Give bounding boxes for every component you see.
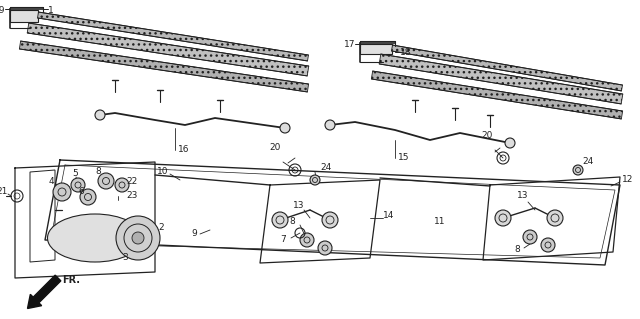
Ellipse shape: [47, 214, 143, 262]
Polygon shape: [38, 12, 308, 61]
Text: 10: 10: [157, 167, 168, 176]
Text: 3: 3: [122, 254, 128, 263]
Text: 23: 23: [126, 190, 138, 199]
Text: 21: 21: [0, 188, 8, 197]
Text: 6: 6: [78, 188, 84, 197]
Circle shape: [280, 123, 290, 133]
Polygon shape: [392, 45, 623, 91]
Circle shape: [325, 120, 335, 130]
Circle shape: [547, 210, 563, 226]
Text: 11: 11: [435, 218, 445, 226]
Text: 12: 12: [622, 175, 634, 184]
Circle shape: [495, 210, 511, 226]
Text: 24: 24: [582, 158, 593, 167]
Text: 13: 13: [516, 191, 528, 201]
Polygon shape: [379, 54, 623, 104]
Circle shape: [116, 216, 160, 260]
Text: 8: 8: [95, 167, 101, 176]
Circle shape: [71, 178, 85, 192]
Circle shape: [318, 241, 332, 255]
Circle shape: [523, 230, 537, 244]
Circle shape: [322, 212, 338, 228]
Circle shape: [272, 212, 288, 228]
Circle shape: [115, 178, 129, 192]
Circle shape: [95, 110, 105, 120]
Text: 13: 13: [292, 201, 304, 210]
Text: 18: 18: [400, 48, 412, 57]
Polygon shape: [371, 71, 623, 119]
Polygon shape: [360, 44, 392, 54]
Text: 19: 19: [0, 6, 5, 15]
Circle shape: [573, 165, 583, 175]
Circle shape: [53, 183, 71, 201]
Text: 2: 2: [158, 224, 164, 233]
Text: 15: 15: [398, 153, 410, 162]
Text: 9: 9: [191, 229, 197, 239]
Text: 1: 1: [48, 6, 54, 15]
Circle shape: [80, 189, 96, 205]
Text: 8: 8: [289, 218, 295, 226]
Text: 20: 20: [269, 143, 281, 152]
Circle shape: [541, 238, 555, 252]
Text: 4: 4: [49, 177, 54, 187]
Text: FR.: FR.: [62, 275, 80, 285]
Text: 14: 14: [383, 211, 394, 219]
Text: 5: 5: [72, 169, 77, 179]
Polygon shape: [28, 23, 308, 76]
Text: 16: 16: [178, 145, 189, 154]
Text: 20: 20: [481, 131, 493, 140]
Text: 8: 8: [515, 246, 520, 255]
Polygon shape: [10, 10, 38, 22]
Circle shape: [98, 173, 114, 189]
Circle shape: [300, 233, 314, 247]
Circle shape: [310, 175, 320, 185]
Circle shape: [132, 232, 144, 244]
Text: 7: 7: [280, 235, 286, 244]
Circle shape: [505, 138, 515, 148]
Text: 24: 24: [320, 164, 332, 173]
Polygon shape: [19, 41, 308, 92]
FancyArrow shape: [28, 275, 61, 308]
Text: 17: 17: [344, 40, 355, 49]
Text: 22: 22: [126, 177, 137, 187]
